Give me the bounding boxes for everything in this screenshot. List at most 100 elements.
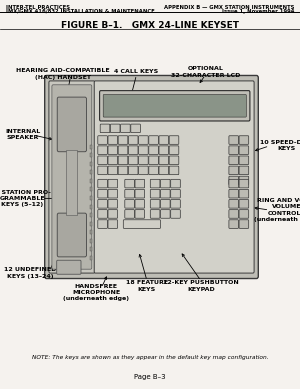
FancyBboxPatch shape [149, 156, 158, 165]
Text: INTER-TEL PRACTICES: INTER-TEL PRACTICES [6, 5, 70, 10]
FancyBboxPatch shape [139, 146, 148, 154]
FancyBboxPatch shape [239, 220, 249, 228]
Text: 12 UNDEFINED
KEYS (13–24): 12 UNDEFINED KEYS (13–24) [4, 268, 56, 279]
FancyBboxPatch shape [239, 176, 249, 185]
FancyBboxPatch shape [98, 220, 107, 228]
Text: 4 CALL KEYS: 4 CALL KEYS [114, 70, 159, 74]
FancyBboxPatch shape [108, 220, 118, 228]
FancyBboxPatch shape [229, 136, 238, 144]
FancyBboxPatch shape [149, 146, 158, 154]
FancyBboxPatch shape [135, 179, 145, 188]
FancyBboxPatch shape [159, 166, 169, 175]
FancyBboxPatch shape [128, 136, 138, 144]
Text: APPENDIX B — GMX STATION INSTRUMENTS: APPENDIX B — GMX STATION INSTRUMENTS [164, 5, 294, 10]
FancyBboxPatch shape [150, 179, 160, 188]
FancyBboxPatch shape [108, 210, 118, 218]
FancyBboxPatch shape [229, 146, 238, 154]
Bar [90, 196, 92, 200]
Bar [90, 187, 92, 191]
Bar [90, 256, 92, 260]
FancyBboxPatch shape [135, 200, 145, 208]
FancyBboxPatch shape [229, 179, 238, 188]
Text: 12-KEY PUSHBUTTON
KEYPAD: 12-KEY PUSHBUTTON KEYPAD [163, 280, 239, 291]
FancyBboxPatch shape [139, 156, 148, 165]
FancyBboxPatch shape [108, 136, 118, 144]
FancyBboxPatch shape [45, 75, 258, 279]
Bar [90, 170, 92, 174]
FancyBboxPatch shape [98, 200, 107, 208]
FancyBboxPatch shape [108, 146, 118, 154]
FancyBboxPatch shape [52, 85, 92, 269]
Text: 18 FEATURE
KEYS: 18 FEATURE KEYS [126, 280, 168, 291]
Bar [90, 179, 92, 183]
FancyBboxPatch shape [98, 166, 107, 175]
FancyBboxPatch shape [169, 146, 179, 154]
FancyBboxPatch shape [57, 260, 81, 274]
FancyBboxPatch shape [100, 91, 250, 121]
FancyBboxPatch shape [150, 210, 160, 218]
Text: IMX/GMX 416/832 INSTALLATION & MAINTENANCE: IMX/GMX 416/832 INSTALLATION & MAINTENAN… [6, 9, 155, 14]
FancyBboxPatch shape [121, 124, 130, 133]
Text: Issue 1, November 1994: Issue 1, November 1994 [222, 9, 294, 14]
FancyBboxPatch shape [229, 189, 238, 198]
FancyBboxPatch shape [66, 150, 77, 215]
FancyBboxPatch shape [49, 81, 95, 273]
FancyBboxPatch shape [169, 136, 179, 144]
FancyBboxPatch shape [98, 189, 107, 198]
FancyBboxPatch shape [159, 146, 169, 154]
FancyBboxPatch shape [110, 124, 120, 133]
Text: Page B–3: Page B–3 [134, 374, 166, 380]
Text: 8 STATION PRO-
GRAMMABLE
KEYS (5–12): 8 STATION PRO- GRAMMABLE KEYS (5–12) [0, 190, 50, 207]
FancyBboxPatch shape [108, 189, 118, 198]
FancyBboxPatch shape [125, 200, 134, 208]
FancyBboxPatch shape [98, 210, 107, 218]
FancyBboxPatch shape [159, 136, 169, 144]
FancyBboxPatch shape [239, 166, 249, 175]
FancyBboxPatch shape [131, 124, 140, 133]
FancyBboxPatch shape [135, 189, 145, 198]
FancyBboxPatch shape [239, 200, 249, 208]
FancyBboxPatch shape [239, 156, 249, 165]
Text: RING AND VOICE
VOLUME
CONTROLS
(underneath edge): RING AND VOICE VOLUME CONTROLS (undernea… [254, 198, 300, 222]
FancyBboxPatch shape [108, 179, 118, 188]
FancyBboxPatch shape [57, 97, 86, 152]
Bar [90, 162, 92, 166]
FancyBboxPatch shape [229, 200, 238, 208]
FancyBboxPatch shape [169, 166, 179, 175]
FancyBboxPatch shape [118, 166, 128, 175]
FancyBboxPatch shape [98, 136, 107, 144]
FancyBboxPatch shape [135, 210, 145, 218]
FancyBboxPatch shape [128, 166, 138, 175]
Text: 10 SPEED-DIAL
KEYS: 10 SPEED-DIAL KEYS [260, 140, 300, 151]
FancyBboxPatch shape [171, 179, 180, 188]
FancyBboxPatch shape [239, 146, 249, 154]
FancyBboxPatch shape [159, 156, 169, 165]
FancyBboxPatch shape [139, 136, 148, 144]
FancyBboxPatch shape [239, 210, 249, 218]
FancyBboxPatch shape [118, 146, 128, 154]
Text: FIGURE B–1.   GMX 24-LINE KEYSET: FIGURE B–1. GMX 24-LINE KEYSET [61, 21, 239, 30]
Text: INTERNAL
SPEAKER: INTERNAL SPEAKER [5, 129, 40, 140]
FancyBboxPatch shape [171, 200, 180, 208]
FancyBboxPatch shape [229, 220, 238, 228]
Bar [90, 247, 92, 251]
Bar [90, 230, 92, 234]
FancyBboxPatch shape [108, 166, 118, 175]
FancyBboxPatch shape [239, 179, 249, 188]
FancyBboxPatch shape [128, 146, 138, 154]
FancyBboxPatch shape [160, 189, 170, 198]
FancyBboxPatch shape [150, 200, 160, 208]
Text: NOTE: The keys are shown as they appear in the default key map configuration.: NOTE: The keys are shown as they appear … [32, 356, 268, 360]
FancyBboxPatch shape [118, 156, 128, 165]
FancyBboxPatch shape [125, 210, 134, 218]
FancyBboxPatch shape [98, 156, 107, 165]
FancyBboxPatch shape [123, 220, 160, 228]
Bar [90, 239, 92, 243]
FancyBboxPatch shape [229, 156, 238, 165]
FancyBboxPatch shape [229, 176, 238, 185]
Text: OPTIONAL
32-CHARACTER LCD: OPTIONAL 32-CHARACTER LCD [171, 67, 240, 77]
FancyBboxPatch shape [169, 156, 179, 165]
Text: HEARING AID-COMPATIBLE
(HAC) HANDSET: HEARING AID-COMPATIBLE (HAC) HANDSET [16, 68, 110, 79]
FancyBboxPatch shape [100, 124, 110, 133]
FancyBboxPatch shape [150, 189, 160, 198]
